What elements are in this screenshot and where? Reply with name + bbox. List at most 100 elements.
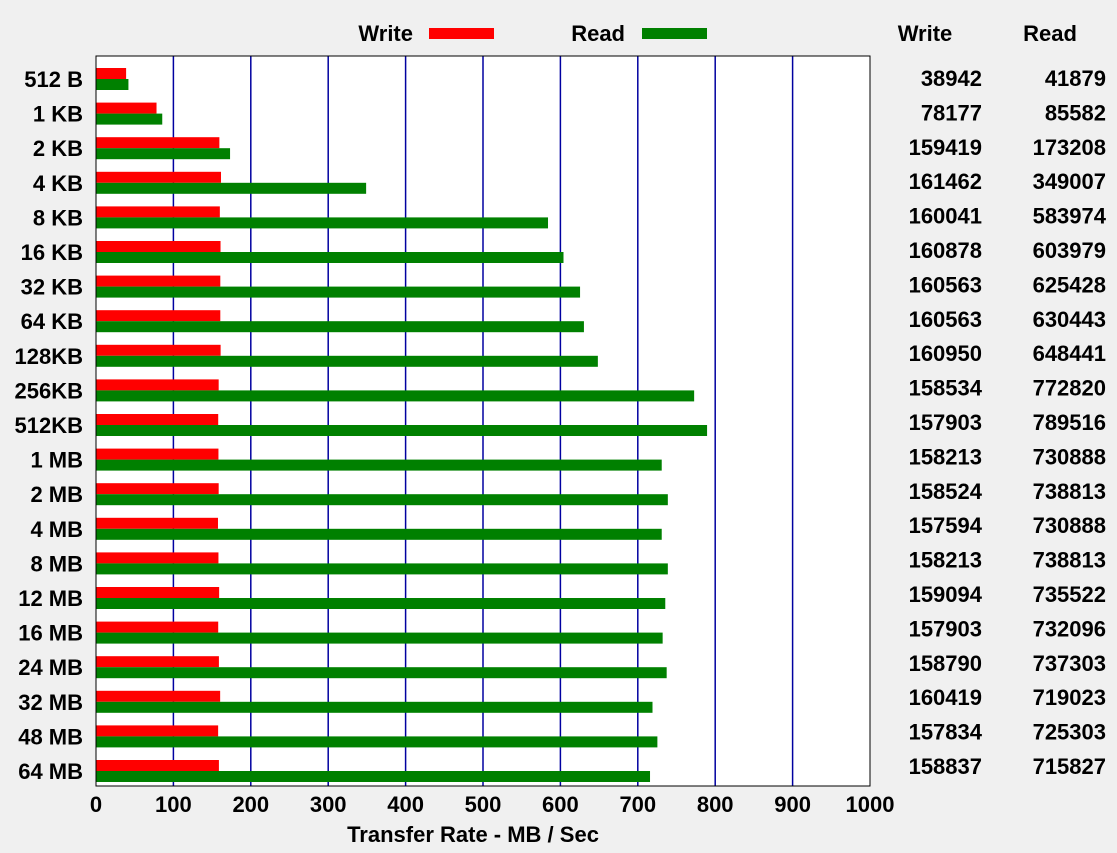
read-bar xyxy=(96,182,367,194)
table-write-value: 158790 xyxy=(909,651,982,676)
category-label: 8 KB xyxy=(33,205,83,230)
write-bar xyxy=(96,275,221,287)
table-read-value: 730888 xyxy=(1033,444,1106,469)
legend-swatch-write xyxy=(429,28,494,39)
category-label: 32 MB xyxy=(18,690,83,715)
read-bar xyxy=(96,355,598,367)
category-label: 16 KB xyxy=(21,240,83,265)
table-read-value: 737303 xyxy=(1033,651,1106,676)
table-write-value: 78177 xyxy=(921,100,982,125)
table-write-value: 157903 xyxy=(909,410,982,435)
table-write-value: 157834 xyxy=(909,720,983,745)
x-tick-label: 100 xyxy=(155,792,192,817)
write-bar xyxy=(96,241,221,252)
write-bar xyxy=(96,587,220,598)
table-write-value: 160563 xyxy=(909,272,982,297)
read-bar xyxy=(96,217,549,229)
write-bar xyxy=(96,171,222,183)
category-label: 128KB xyxy=(15,344,83,369)
table-read-value: 85582 xyxy=(1045,100,1106,125)
read-bar xyxy=(96,321,584,333)
table-read-value: 719023 xyxy=(1033,685,1106,710)
category-label: 4 KB xyxy=(33,171,83,196)
write-bar xyxy=(96,517,218,529)
legend: Write Read xyxy=(358,21,707,46)
table-read-value: 738813 xyxy=(1033,548,1106,573)
read-bar xyxy=(96,113,163,125)
write-bar xyxy=(96,656,219,668)
table-header-read: Read xyxy=(1023,21,1077,46)
x-tick-label: 400 xyxy=(387,792,424,817)
write-bar xyxy=(96,206,220,218)
values-table: Write Read 38942 41879 78177 85582 159419 17320… xyxy=(898,21,1107,779)
x-tick-label: 300 xyxy=(310,792,347,817)
table-read-value: 732096 xyxy=(1033,616,1106,641)
x-tick-label: 800 xyxy=(697,792,734,817)
read-bar xyxy=(96,390,695,402)
table-read-value: 715827 xyxy=(1033,754,1106,779)
category-label: 512KB xyxy=(15,413,83,438)
category-label: 48 MB xyxy=(18,724,83,749)
write-bar xyxy=(96,760,219,771)
category-label: 12 MB xyxy=(18,586,83,611)
read-bar xyxy=(96,701,653,713)
write-bar xyxy=(96,448,219,460)
read-bar xyxy=(96,459,662,471)
table-write-value: 160041 xyxy=(909,204,982,229)
bars xyxy=(96,68,708,782)
table-read-value: 625428 xyxy=(1033,272,1106,297)
table-write-value: 38942 xyxy=(921,66,982,91)
write-bar xyxy=(96,344,221,356)
table-write-value: 158534 xyxy=(909,376,983,401)
write-bar xyxy=(96,68,127,79)
table-read-value: 41879 xyxy=(1045,66,1106,91)
read-bar xyxy=(96,632,663,644)
table-read-value: 583974 xyxy=(1033,204,1107,229)
table-write-value: 158837 xyxy=(909,754,982,779)
category-label: 16 MB xyxy=(18,621,83,646)
table-write-value: 160878 xyxy=(909,238,982,263)
read-bar xyxy=(96,771,651,782)
write-bar xyxy=(96,690,221,702)
read-bar xyxy=(96,736,658,748)
category-label: 24 MB xyxy=(18,655,83,680)
x-tick-label: 900 xyxy=(774,792,811,817)
read-bar xyxy=(96,79,129,90)
legend-label-read: Read xyxy=(571,21,625,46)
y-axis-labels: 512 B 1 KB 2 KB 4 KB 8 KB 16 KB 32 KB 64 KB 128K… xyxy=(15,67,83,784)
table-read-value: 730888 xyxy=(1033,513,1106,538)
read-bar xyxy=(96,148,231,160)
table-write-value: 157903 xyxy=(909,616,982,641)
table-write-value: 157594 xyxy=(909,513,983,538)
x-axis-label: Transfer Rate - MB / Sec xyxy=(347,822,599,847)
read-bar xyxy=(96,425,708,436)
x-tick-label: 500 xyxy=(465,792,502,817)
write-bar xyxy=(96,102,157,114)
table-header-write: Write xyxy=(898,21,953,46)
category-label: 2 KB xyxy=(33,136,83,161)
table-read-value: 648441 xyxy=(1033,341,1106,366)
table-write-value: 160419 xyxy=(909,685,982,710)
read-bar xyxy=(96,286,581,298)
table-read-value: 603979 xyxy=(1033,238,1106,263)
write-bar xyxy=(96,379,219,391)
legend-swatch-read xyxy=(642,28,707,39)
x-tick-label: 600 xyxy=(542,792,579,817)
category-label: 1 MB xyxy=(30,448,83,473)
table-write-value: 159419 xyxy=(909,135,982,160)
category-label: 4 MB xyxy=(30,517,83,542)
table-read-value: 630443 xyxy=(1033,307,1106,332)
table-read-value: 173208 xyxy=(1033,135,1106,160)
category-label: 64 KB xyxy=(21,309,83,334)
write-bar xyxy=(96,552,219,564)
category-label: 64 MB xyxy=(18,759,83,784)
category-label: 1 KB xyxy=(33,102,83,127)
legend-label-write: Write xyxy=(358,21,413,46)
table-read-value: 772820 xyxy=(1033,376,1106,401)
x-tick-label: 200 xyxy=(232,792,269,817)
x-tick-label: 700 xyxy=(619,792,656,817)
read-bar xyxy=(96,252,564,263)
category-label: 512 B xyxy=(24,67,83,92)
read-bar xyxy=(96,494,668,506)
